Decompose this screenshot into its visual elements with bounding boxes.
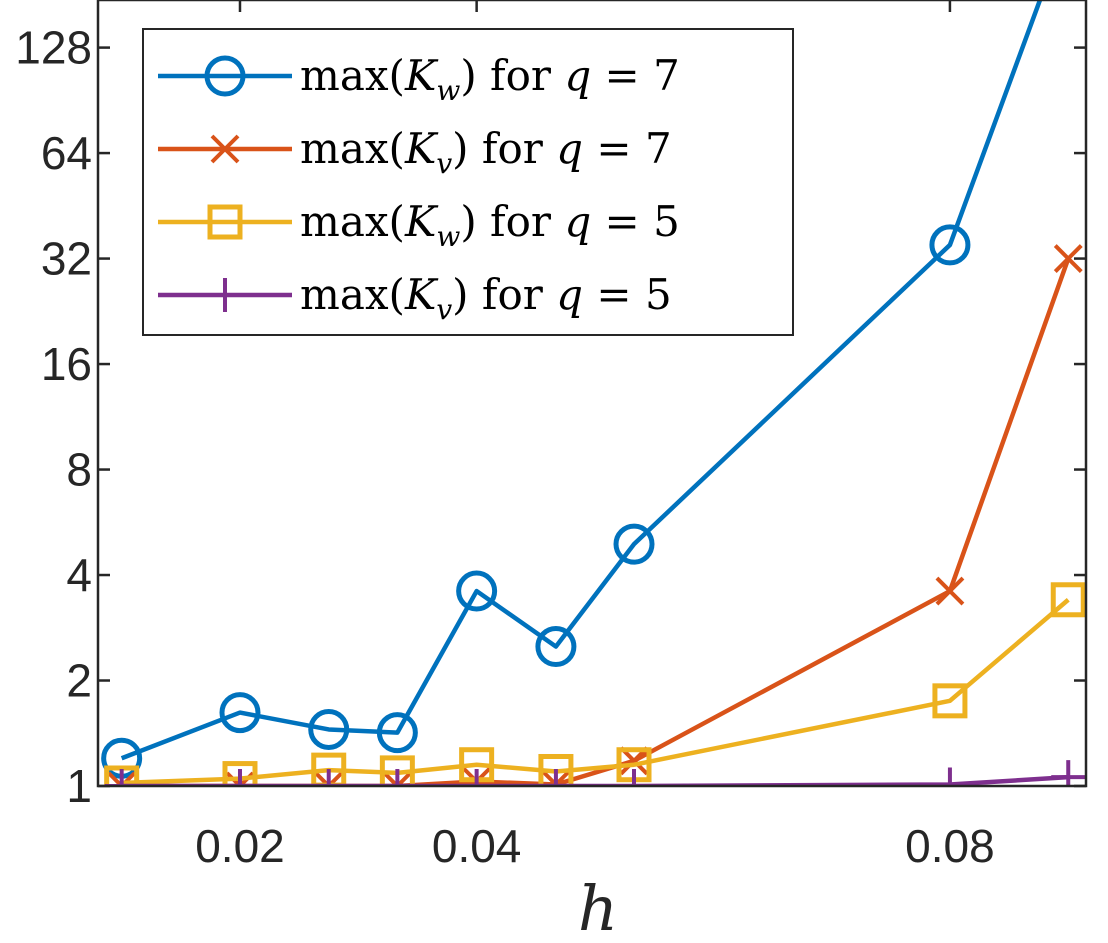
y-tick-label: 128 (15, 22, 92, 74)
data-point-square (1050, 582, 1086, 618)
data-point-plus (104, 769, 139, 786)
data-point-circle (219, 692, 261, 734)
legend-label-sub: w (436, 220, 460, 253)
legend-label-q: q (556, 270, 583, 319)
legend-label-q: q (556, 124, 583, 173)
y-tick-label: 64 (41, 127, 92, 179)
plot-frame (96, 0, 1088, 788)
x-tick-labels: 0.02 0.04 0.08 (195, 820, 994, 872)
x-tick-label: 0.08 (905, 820, 995, 872)
legend-label: max(Kw) for q = 5 (300, 197, 680, 253)
legend-label-main: max( (300, 270, 405, 319)
legend-label-var: K (404, 270, 439, 319)
data-point-plus (208, 278, 242, 312)
series-3 (104, 582, 1086, 786)
series-line (121, 598, 1070, 786)
data-point-square (538, 753, 574, 786)
data-point-plus (380, 769, 415, 786)
legend-label-main: max( (300, 124, 405, 173)
legend-label-eq: = 5 (583, 270, 672, 319)
data-point-circle (613, 523, 655, 565)
legend-label: max(Kv) for q = 5 (300, 270, 672, 326)
legend-label-var: K (404, 124, 439, 173)
legend-box (142, 28, 794, 336)
y-tick-label: 4 (66, 549, 92, 601)
y-tick-labels: 1 2 4 8 16 32 64 128 (15, 22, 92, 812)
legend-entry: max(Kw) for q = 7 (158, 51, 680, 107)
data-point-plus (311, 769, 346, 786)
legend-label-sub: v (436, 147, 452, 180)
legend-label-q: q (564, 197, 591, 246)
legend-label-var: K (404, 51, 439, 100)
data-point-square (207, 204, 243, 240)
data-point-x (935, 576, 965, 606)
legend-entry: max(Kv) for q = 7 (158, 124, 672, 180)
legend-entry: max(Kv) for q = 5 (158, 270, 672, 326)
data-point-square (104, 765, 140, 786)
legend-label-main: max( (300, 51, 405, 100)
data-point-x (1053, 244, 1083, 273)
x-axis-title: h (578, 872, 618, 943)
legend-entry: max(Kw) for q = 5 (158, 197, 680, 253)
y-tick-label: 32 (41, 233, 92, 285)
x-tick-label: 0.02 (195, 820, 285, 872)
legend-label-tail: ) for (460, 51, 564, 100)
legend-label-sub: w (436, 74, 460, 107)
data-point-circle (204, 55, 246, 97)
data-point-square (222, 761, 258, 786)
y-tick-label: 1 (66, 760, 92, 812)
x-tick-label: 0.04 (432, 820, 522, 872)
data-point-plus (222, 769, 257, 786)
data-point-circle (456, 570, 498, 612)
y-tick-label: 16 (41, 338, 92, 390)
data-point-x (314, 771, 344, 786)
legend-label: max(Kv) for q = 7 (300, 124, 672, 180)
data-point-plus (617, 769, 652, 786)
data-point-x (382, 771, 412, 786)
legend-label-eq: = 7 (591, 51, 680, 100)
data-point-plus (459, 769, 494, 786)
data-point-circle (535, 626, 577, 668)
data-point-plus (1051, 760, 1086, 786)
y-tick-label: 8 (66, 444, 92, 496)
legend-label-tail: ) for (460, 197, 564, 246)
legend-label-eq: = 7 (583, 124, 672, 173)
data-point-circle (376, 712, 418, 754)
legend-label-eq: = 5 (591, 197, 680, 246)
legend-label-tail: ) for (452, 124, 556, 173)
legend-label-var: K (404, 197, 439, 246)
legend-label: max(Kw) for q = 7 (300, 51, 680, 107)
data-point-x (107, 771, 137, 786)
data-point-circle (929, 224, 971, 266)
data-point-circle (308, 708, 350, 750)
data-point-x (210, 134, 240, 164)
y-tick-label: 2 (66, 655, 92, 707)
legend-label-q: q (564, 51, 591, 100)
data-point-plus (538, 769, 573, 786)
series-1 (101, 0, 1043, 779)
legend-label-sub: v (436, 293, 452, 326)
data-point-plus (932, 767, 967, 786)
legend-label-main: max( (300, 197, 405, 246)
legend-label-tail: ) for (452, 270, 556, 319)
series-line (120, 0, 1043, 761)
data-point-square (932, 683, 968, 719)
data-point-square (379, 755, 415, 786)
